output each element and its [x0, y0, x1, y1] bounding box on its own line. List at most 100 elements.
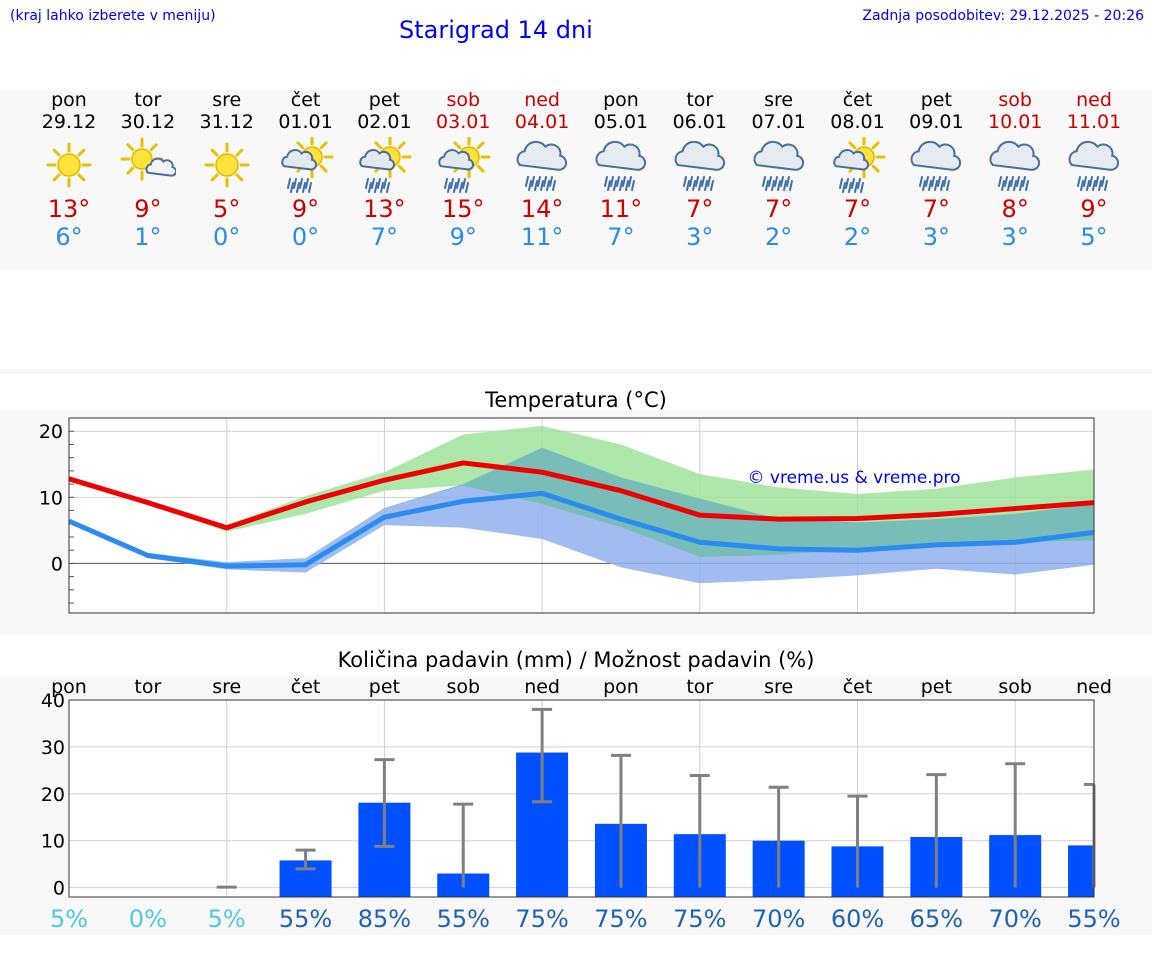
max-temperature: 9° [134, 195, 162, 223]
day-name: sre [764, 89, 794, 111]
day-forecast: pet 02.01 13° 7° [344, 89, 424, 251]
y-tick-label: 0 [51, 553, 63, 575]
cloud-rain-icon [595, 140, 646, 191]
day-label: sob [998, 676, 1032, 698]
day-label: ned [1076, 676, 1112, 698]
cloud-rain-icon [516, 140, 568, 191]
day-forecast: čet 08.01 7° 2° [818, 89, 898, 251]
max-temperature: 15° [441, 195, 485, 223]
cloud-rain-icon [910, 140, 962, 191]
max-temperature: 11° [599, 195, 643, 223]
temperature-chart-title: Temperatura (°C) [485, 388, 667, 412]
day-label: čet [291, 676, 321, 698]
max-temperature: 13° [363, 195, 406, 223]
y-tick-label: 0 [53, 878, 65, 900]
day-date: 06.01 [672, 111, 727, 133]
day-forecast: sob 03.01 15° 9° [423, 89, 503, 251]
min-temperature: 7° [370, 223, 399, 251]
page-title: Starigrad 14 dni [399, 16, 593, 44]
y-tick-label: 20 [39, 421, 63, 443]
min-temperature: 5° [1080, 223, 1108, 251]
precipitation-bar [1068, 845, 1094, 897]
day-forecast: ned 04.01 14° 11° [502, 89, 582, 251]
day-name: pet [368, 89, 400, 111]
day-date: 03.01 [436, 111, 491, 133]
location-menu-hint[interactable]: (kraj lahko izberete v meniju) [10, 8, 216, 24]
sun-rain-icon [280, 137, 334, 193]
min-temperature: 2° [843, 223, 872, 251]
day-forecast: tor 30.12 9° 1° [108, 89, 188, 251]
min-temperature: 11° [520, 223, 564, 251]
y-tick-label: 10 [39, 487, 63, 509]
day-name: sob [446, 89, 481, 111]
y-tick-label: 10 [41, 831, 65, 853]
y-tick-label: 20 [41, 784, 65, 806]
day-forecast: sre 31.12 5° 0° [187, 89, 267, 251]
cloud-rain-icon [753, 140, 804, 191]
precipitation-probability: 55% [437, 905, 490, 933]
sun-rain-icon [438, 137, 491, 193]
day-forecast: tor 06.01 7° 3° [660, 89, 740, 251]
day-name: čet [842, 89, 873, 111]
y-tick-label: 30 [41, 737, 65, 759]
precipitation-probability: 55% [279, 905, 332, 933]
precipitation-probability: 75% [673, 905, 726, 933]
max-temperature: 13° [47, 195, 91, 223]
min-temperature-line [68, 490, 1095, 569]
day-label: sob [446, 676, 480, 698]
day-date: 01.01 [278, 111, 333, 133]
y-tick-label: 40 [41, 690, 65, 712]
min-temperature: 3° [1001, 223, 1029, 251]
day-name: ned [524, 89, 560, 111]
precipitation-probability: 85% [358, 905, 411, 933]
cloud-rain-icon [674, 140, 725, 191]
day-label: tor [686, 676, 713, 698]
sun-icon [204, 142, 250, 188]
day-label: čet [843, 676, 873, 698]
precipitation-probability: 75% [515, 905, 568, 933]
day-label: tor [134, 676, 161, 698]
max-temperature: 5° [213, 195, 241, 223]
day-forecast: ned 11.01 9° 5° [1054, 89, 1134, 251]
precipitation-probability: 60% [831, 905, 884, 933]
plot-frame [68, 699, 1095, 898]
max-temperature-line [68, 460, 1095, 531]
day-forecast: sre 07.01 7° 2° [739, 89, 819, 251]
max-temperature: 7° [686, 195, 714, 223]
precipitation-probability: 5% [208, 905, 246, 933]
last-updated: Zadnja posodobitev: 29.12.2025 - 20:26 [862, 8, 1144, 24]
precipitation-probability: 70% [752, 905, 805, 933]
day-name: pon [51, 89, 87, 111]
day-name: sob [998, 89, 1032, 111]
temperature-chart: 0 10 20 © vreme.us & vreme.pro [39, 417, 1095, 614]
min-temperature: 0° [213, 223, 241, 251]
day-date: 09.01 [909, 111, 964, 133]
min-temperature: 1° [134, 223, 162, 251]
max-temperature: 14° [520, 195, 564, 223]
day-name: ned [1076, 89, 1112, 111]
day-name: tor [134, 89, 162, 111]
day-date: 31.12 [199, 111, 254, 133]
day-date: 10.01 [987, 111, 1043, 133]
day-label: ned [524, 676, 560, 698]
day-date: 30.12 [120, 111, 176, 133]
sun-icon [46, 142, 92, 188]
min-temperature: 9° [449, 223, 477, 251]
min-temperature: 6° [55, 223, 83, 251]
plot-frame [68, 417, 1095, 614]
day-name: pet [920, 89, 952, 111]
precipitation-probability: 0% [129, 905, 167, 933]
day-forecast: pon 05.01 11° 7° [581, 89, 661, 251]
day-date: 04.01 [514, 111, 570, 133]
cloud-rain-icon [1068, 140, 1120, 191]
max-temperature: 7° [843, 195, 872, 223]
precipitation-probability: 5% [50, 905, 88, 933]
max-temperature: 9° [291, 195, 320, 223]
day-name: sre [212, 89, 242, 111]
precipitation-probability: 70% [989, 905, 1042, 933]
min-temperature: 0° [291, 223, 320, 251]
day-forecast: sob 10.01 8° 3° [975, 89, 1055, 251]
day-date: 05.01 [593, 111, 649, 133]
day-label: pet [369, 676, 400, 698]
